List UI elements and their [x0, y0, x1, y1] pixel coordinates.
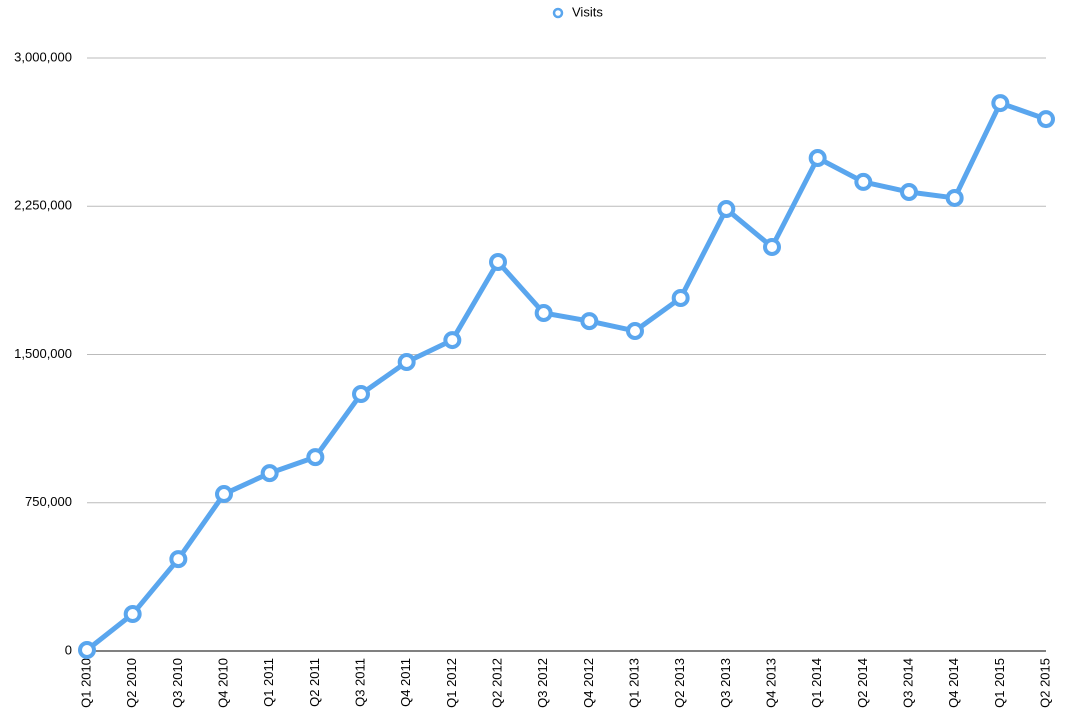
- data-point: [580, 312, 599, 331]
- data-point: [900, 183, 918, 202]
- data-point: [1037, 110, 1055, 129]
- x-tick-label: Q2 2014: [855, 658, 870, 708]
- data-point: [260, 464, 279, 483]
- x-tick-label: Q2 2012: [489, 658, 504, 708]
- y-tick-label: 750,000: [25, 494, 72, 509]
- x-tick-label: Q1 2015: [992, 658, 1007, 708]
- data-point: [352, 385, 370, 404]
- x-tick-label: Q4 2013: [763, 658, 778, 708]
- x-tick-label: Q3 2011: [352, 658, 367, 707]
- data-point: [397, 353, 416, 372]
- data-point: [443, 331, 462, 350]
- legend-marker: [552, 7, 564, 19]
- data-point: [78, 641, 96, 660]
- x-tick-label: Q1 2010: [78, 658, 93, 708]
- x-tick-label: Q1 2011: [261, 658, 276, 707]
- x-tick-label: Q4 2010: [215, 658, 230, 708]
- x-tick-label: Q2 2010: [124, 658, 139, 708]
- data-point: [626, 321, 644, 340]
- data-point: [763, 237, 781, 256]
- y-tick-label: 2,250,000: [14, 198, 72, 213]
- x-tick-label: Q4 2011: [398, 658, 413, 707]
- series-line: [85, 100, 1047, 652]
- legend-label: Visits: [572, 4, 603, 19]
- x-tick-label: Q2 2015: [1037, 658, 1052, 708]
- x-tick-label: Q3 2014: [900, 658, 915, 708]
- data-point: [808, 149, 827, 168]
- x-tick-label: Q4 2012: [581, 658, 596, 708]
- data-point: [123, 605, 142, 624]
- x-tick-label: Q2 2013: [672, 658, 687, 708]
- x-tick-label: Q3 2010: [170, 658, 185, 708]
- x-tick-label: Q1 2014: [809, 658, 824, 708]
- data-point: [945, 188, 964, 207]
- data-point: [854, 172, 873, 191]
- data-point: [489, 252, 507, 271]
- data-point: [215, 485, 233, 504]
- y-tick-label: 0: [65, 642, 72, 657]
- x-tick-label: Q3 2013: [718, 658, 733, 708]
- x-tick-label: Q4 2014: [946, 658, 961, 708]
- x-tick-label: Q3 2012: [535, 658, 550, 708]
- y-tick-label: 3,000,000: [14, 49, 72, 64]
- x-tick-label: Q2 2011: [307, 658, 322, 707]
- data-point: [717, 200, 736, 219]
- data-point: [169, 550, 188, 569]
- data-point: [306, 448, 325, 467]
- x-tick-label: Q1 2012: [444, 658, 459, 708]
- data-point: [991, 94, 1010, 113]
- x-tick-label: Q1 2013: [626, 658, 641, 708]
- y-tick-label: 1,500,000: [14, 346, 72, 361]
- data-point: [671, 288, 690, 307]
- data-point: [534, 303, 553, 322]
